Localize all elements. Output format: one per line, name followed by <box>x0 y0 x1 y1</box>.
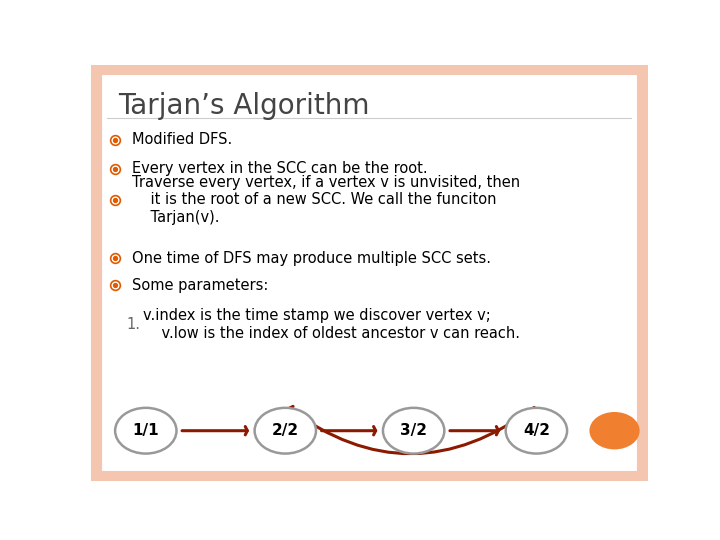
Text: One time of DFS may produce multiple SCC sets.: One time of DFS may produce multiple SCC… <box>132 251 491 266</box>
Circle shape <box>590 412 639 449</box>
Circle shape <box>255 408 316 454</box>
Text: 3/2: 3/2 <box>400 423 427 438</box>
Text: Some parameters:: Some parameters: <box>132 278 269 293</box>
Circle shape <box>115 408 176 454</box>
Circle shape <box>505 408 567 454</box>
FancyBboxPatch shape <box>96 69 642 476</box>
Text: 4/2: 4/2 <box>523 423 550 438</box>
Text: v.index is the time stamp we discover vertex v;
    v.low is the index of oldest: v.index is the time stamp we discover ve… <box>143 308 520 341</box>
Text: Every vertex in the SCC can be the root.: Every vertex in the SCC can be the root. <box>132 161 428 176</box>
Text: 1/1: 1/1 <box>132 423 159 438</box>
Text: 1.: 1. <box>126 317 140 332</box>
Text: Traverse every vertex, if a vertex v is unvisited, then
    it is the root of a : Traverse every vertex, if a vertex v is … <box>132 175 520 225</box>
Text: 2/2: 2/2 <box>271 423 299 438</box>
Circle shape <box>383 408 444 454</box>
Text: Tarjan’s Algorithm: Tarjan’s Algorithm <box>118 92 369 120</box>
Text: Modified DFS.: Modified DFS. <box>132 132 232 147</box>
